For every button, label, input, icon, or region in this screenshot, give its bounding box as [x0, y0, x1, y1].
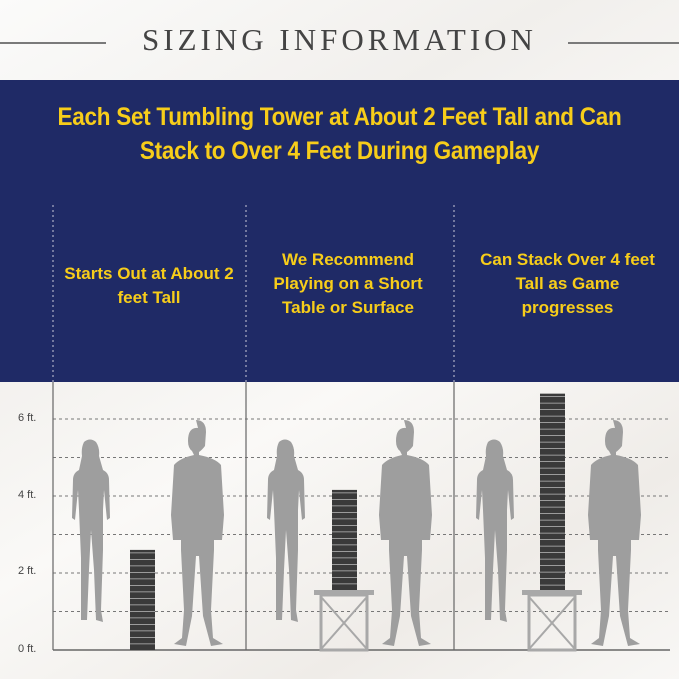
table-2-brace	[321, 597, 367, 649]
title-divider-right	[568, 42, 679, 44]
tower-3	[540, 393, 565, 590]
column-2-text: We Recommend Playing on a Short Table or…	[273, 250, 423, 317]
y-label-6ft: 6 ft.	[18, 412, 37, 424]
table-3-brace	[529, 597, 575, 649]
man-silhouette-3	[588, 420, 641, 646]
woman-silhouette-3	[476, 439, 514, 622]
y-label-2ft: 2 ft.	[18, 565, 37, 577]
table-3-frame	[527, 593, 577, 652]
man-silhouette-1	[171, 420, 224, 646]
page-title: SIZING INFORMATION	[142, 22, 537, 57]
table-2-top	[314, 590, 374, 595]
table-2-frame	[319, 593, 369, 652]
tower-2	[332, 489, 357, 590]
title-row: SIZING INFORMATION	[0, 22, 679, 62]
header-band	[0, 80, 679, 382]
headline: Each Set Tumbling Tower at About 2 Feet …	[57, 103, 622, 165]
table-3-top	[522, 590, 582, 595]
column-3-text: Can Stack Over 4 feet Tall as Game progr…	[480, 250, 655, 317]
woman-silhouette-1	[72, 439, 110, 622]
man-silhouette-2	[379, 420, 432, 646]
column-1-text: Starts Out at About 2 feet Tall	[64, 264, 234, 307]
y-label-0ft: 0 ft.	[18, 643, 37, 655]
woman-silhouette-2	[267, 439, 305, 622]
y-label-4ft: 4 ft.	[18, 489, 37, 501]
title-divider-left	[0, 42, 106, 44]
tower-1	[130, 549, 155, 650]
